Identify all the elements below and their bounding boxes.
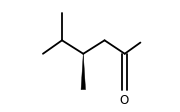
Text: O: O [120,94,129,107]
Polygon shape [81,54,86,90]
